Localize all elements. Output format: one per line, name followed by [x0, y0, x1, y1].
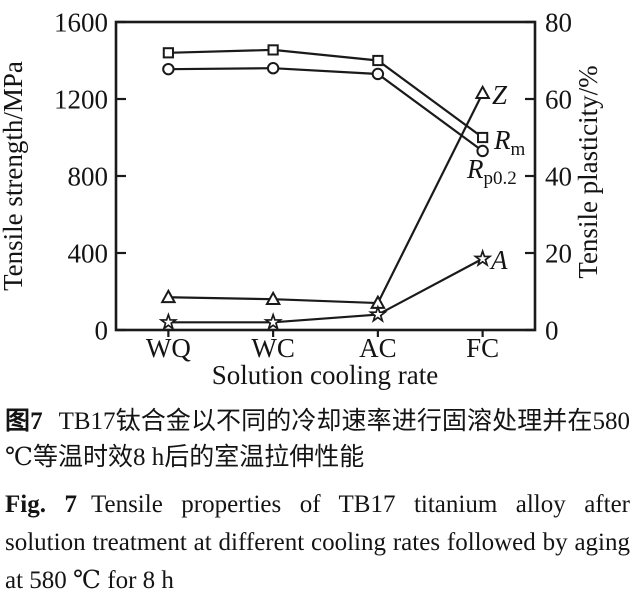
x-axis-title: Solution cooling rate: [212, 360, 438, 390]
x-axis: WQ WC AC FC: [146, 330, 499, 363]
y-right-tick-label: 60: [545, 85, 572, 115]
y-right-axis-title: Tensile plasticity/%: [573, 65, 603, 278]
y-left-tick-label: 0: [95, 316, 109, 346]
chart-area: 0 400 800 1200 1600 0 20 40 60 80 WQ WC AC FC Solution…: [0, 8, 603, 391]
y-right-tick-label: 40: [545, 162, 572, 192]
y-left-axis-title: Tensile strength/MPa: [0, 61, 28, 291]
x-tick-label: WQ: [146, 333, 191, 363]
series-markers-Z: [160, 84, 491, 309]
series-label-Rp0.2: Rp0.2: [466, 154, 517, 189]
series-markers-Rm: [162, 44, 489, 144]
series-line-Rm: [168, 48, 484, 139]
y-right-tick-label: 80: [545, 8, 572, 38]
y-right-tick-label: 0: [545, 316, 559, 346]
caption-english-text: Tensile properties of TB17 titanium allo…: [5, 491, 631, 594]
caption-english-figure-label: Fig. 7: [5, 491, 77, 518]
y-left-tick-label: 1200: [54, 85, 108, 115]
caption-chinese-figure-label: 图7: [5, 408, 43, 435]
series-markers-Rp0.2: [162, 61, 489, 158]
chart-svg: 0 400 800 1200 1600 0 20 40 60 80 WQ WC AC FC Solution…: [0, 8, 603, 391]
caption-english: Fig. 7 Tensile properties of TB17 titaniu…: [5, 486, 630, 600]
y-right-tick-label: 20: [545, 239, 572, 269]
series-line-Z: [168, 92, 484, 305]
series-label-Z: Z: [492, 80, 508, 110]
caption-chinese: 图7 TB17钛合金以不同的冷却速率进行固溶处理并在580 ℃等温时效8 h后的室…: [5, 404, 630, 476]
series-line-Rp0.2: [168, 67, 484, 152]
y-left-tick-label: 1600: [54, 8, 108, 38]
x-tick-label: AC: [359, 333, 397, 363]
x-tick-label: WC: [251, 333, 295, 363]
figure-caption: 图7 TB17钛合金以不同的冷却速率进行固溶处理并在580 ℃等温时效8 h后的室…: [0, 404, 637, 600]
series-markers-A: [158, 248, 493, 331]
y-left-tick-label: 400: [68, 239, 109, 269]
caption-chinese-text: TB17钛合金以不同的冷却速率进行固溶处理并在580 ℃等温时效8 h后的室温拉…: [5, 408, 630, 471]
series-label-Rm: Rm: [493, 125, 526, 160]
series-line-A: [168, 257, 484, 324]
y-axis-left: 0 400 800 1200 1600: [54, 8, 126, 346]
x-tick-label: FC: [466, 333, 499, 363]
y-axis-right: 0 20 40 60 80: [525, 8, 572, 346]
series-label-A: A: [489, 245, 508, 275]
y-left-tick-label: 800: [68, 162, 109, 192]
